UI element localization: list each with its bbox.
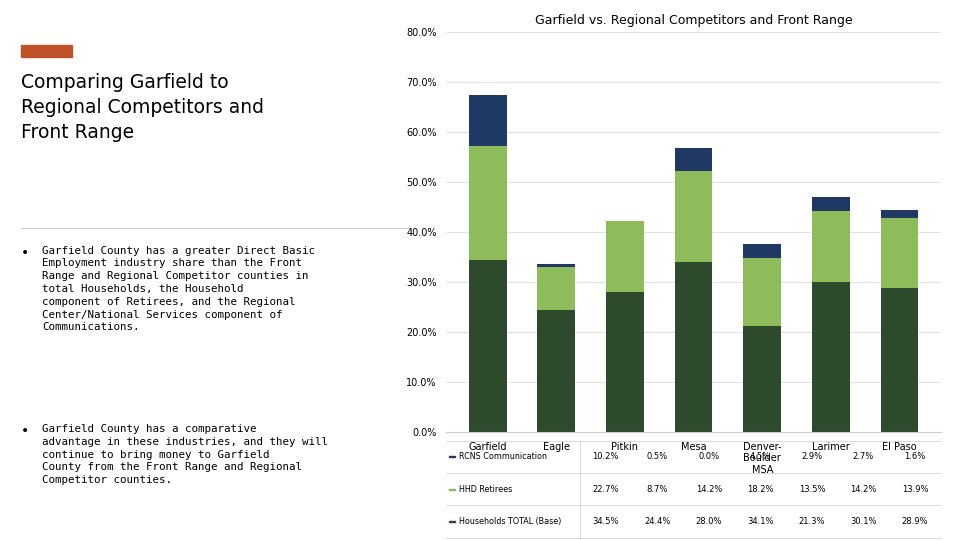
Text: Garfield County has a comparative
advantage in these industries, and they will
c: Garfield County has a comparative advant…	[42, 424, 328, 485]
Text: Garfield County has a greater Direct Basic
Employment industry share than the Fr: Garfield County has a greater Direct Bas…	[42, 246, 315, 333]
Bar	[538, 264, 575, 267]
Text: •: •	[21, 424, 30, 438]
Bar	[880, 288, 919, 432]
Text: Households TOTAL (Base): Households TOTAL (Base)	[459, 517, 562, 526]
Bar	[449, 521, 455, 522]
Bar	[606, 221, 644, 292]
Text: 4.5%: 4.5%	[750, 453, 771, 461]
Bar	[468, 96, 507, 146]
Bar	[743, 258, 781, 326]
Bar	[538, 267, 575, 310]
Text: 2.9%: 2.9%	[802, 453, 823, 461]
Text: 22.7%: 22.7%	[592, 485, 619, 494]
Text: 2.7%: 2.7%	[852, 453, 875, 461]
Text: RCNS Communication: RCNS Communication	[459, 453, 547, 461]
Text: Comparing Garfield to
Regional Competitors and
Front Range: Comparing Garfield to Regional Competito…	[21, 73, 264, 142]
Bar	[812, 282, 850, 432]
Bar	[449, 456, 455, 457]
Text: 13.5%: 13.5%	[799, 485, 826, 494]
Text: 13.9%: 13.9%	[901, 485, 928, 494]
Text: 30.1%: 30.1%	[851, 517, 876, 526]
Text: 14.2%: 14.2%	[696, 485, 722, 494]
Text: 1.6%: 1.6%	[904, 453, 925, 461]
Text: 28.0%: 28.0%	[696, 517, 722, 526]
Bar	[675, 148, 712, 171]
Text: 24.4%: 24.4%	[644, 517, 670, 526]
Bar	[449, 489, 455, 490]
Text: 0.0%: 0.0%	[698, 453, 719, 461]
Text: 21.3%: 21.3%	[799, 517, 826, 526]
Text: 10.2%: 10.2%	[592, 453, 619, 461]
Bar	[675, 262, 712, 432]
Bar	[812, 211, 850, 282]
Bar	[468, 146, 507, 260]
Text: 34.1%: 34.1%	[747, 517, 774, 526]
Bar	[538, 310, 575, 432]
Bar	[21, 45, 72, 57]
Text: 8.7%: 8.7%	[646, 485, 668, 494]
Bar	[675, 171, 712, 262]
Bar	[606, 292, 644, 432]
Text: 0.5%: 0.5%	[647, 453, 668, 461]
Bar	[743, 244, 781, 258]
Bar	[812, 197, 850, 211]
Bar	[743, 326, 781, 432]
Bar	[880, 210, 919, 218]
Text: 18.2%: 18.2%	[747, 485, 774, 494]
Text: •: •	[21, 246, 30, 260]
Title: Garfield vs. Regional Competitors and Front Range: Garfield vs. Regional Competitors and Fr…	[535, 14, 852, 27]
Bar	[468, 260, 507, 432]
Text: 28.9%: 28.9%	[901, 517, 928, 526]
Text: 34.5%: 34.5%	[592, 517, 619, 526]
Text: HHD Retirees: HHD Retirees	[459, 485, 512, 494]
Bar	[880, 218, 919, 288]
Text: 14.2%: 14.2%	[851, 485, 876, 494]
